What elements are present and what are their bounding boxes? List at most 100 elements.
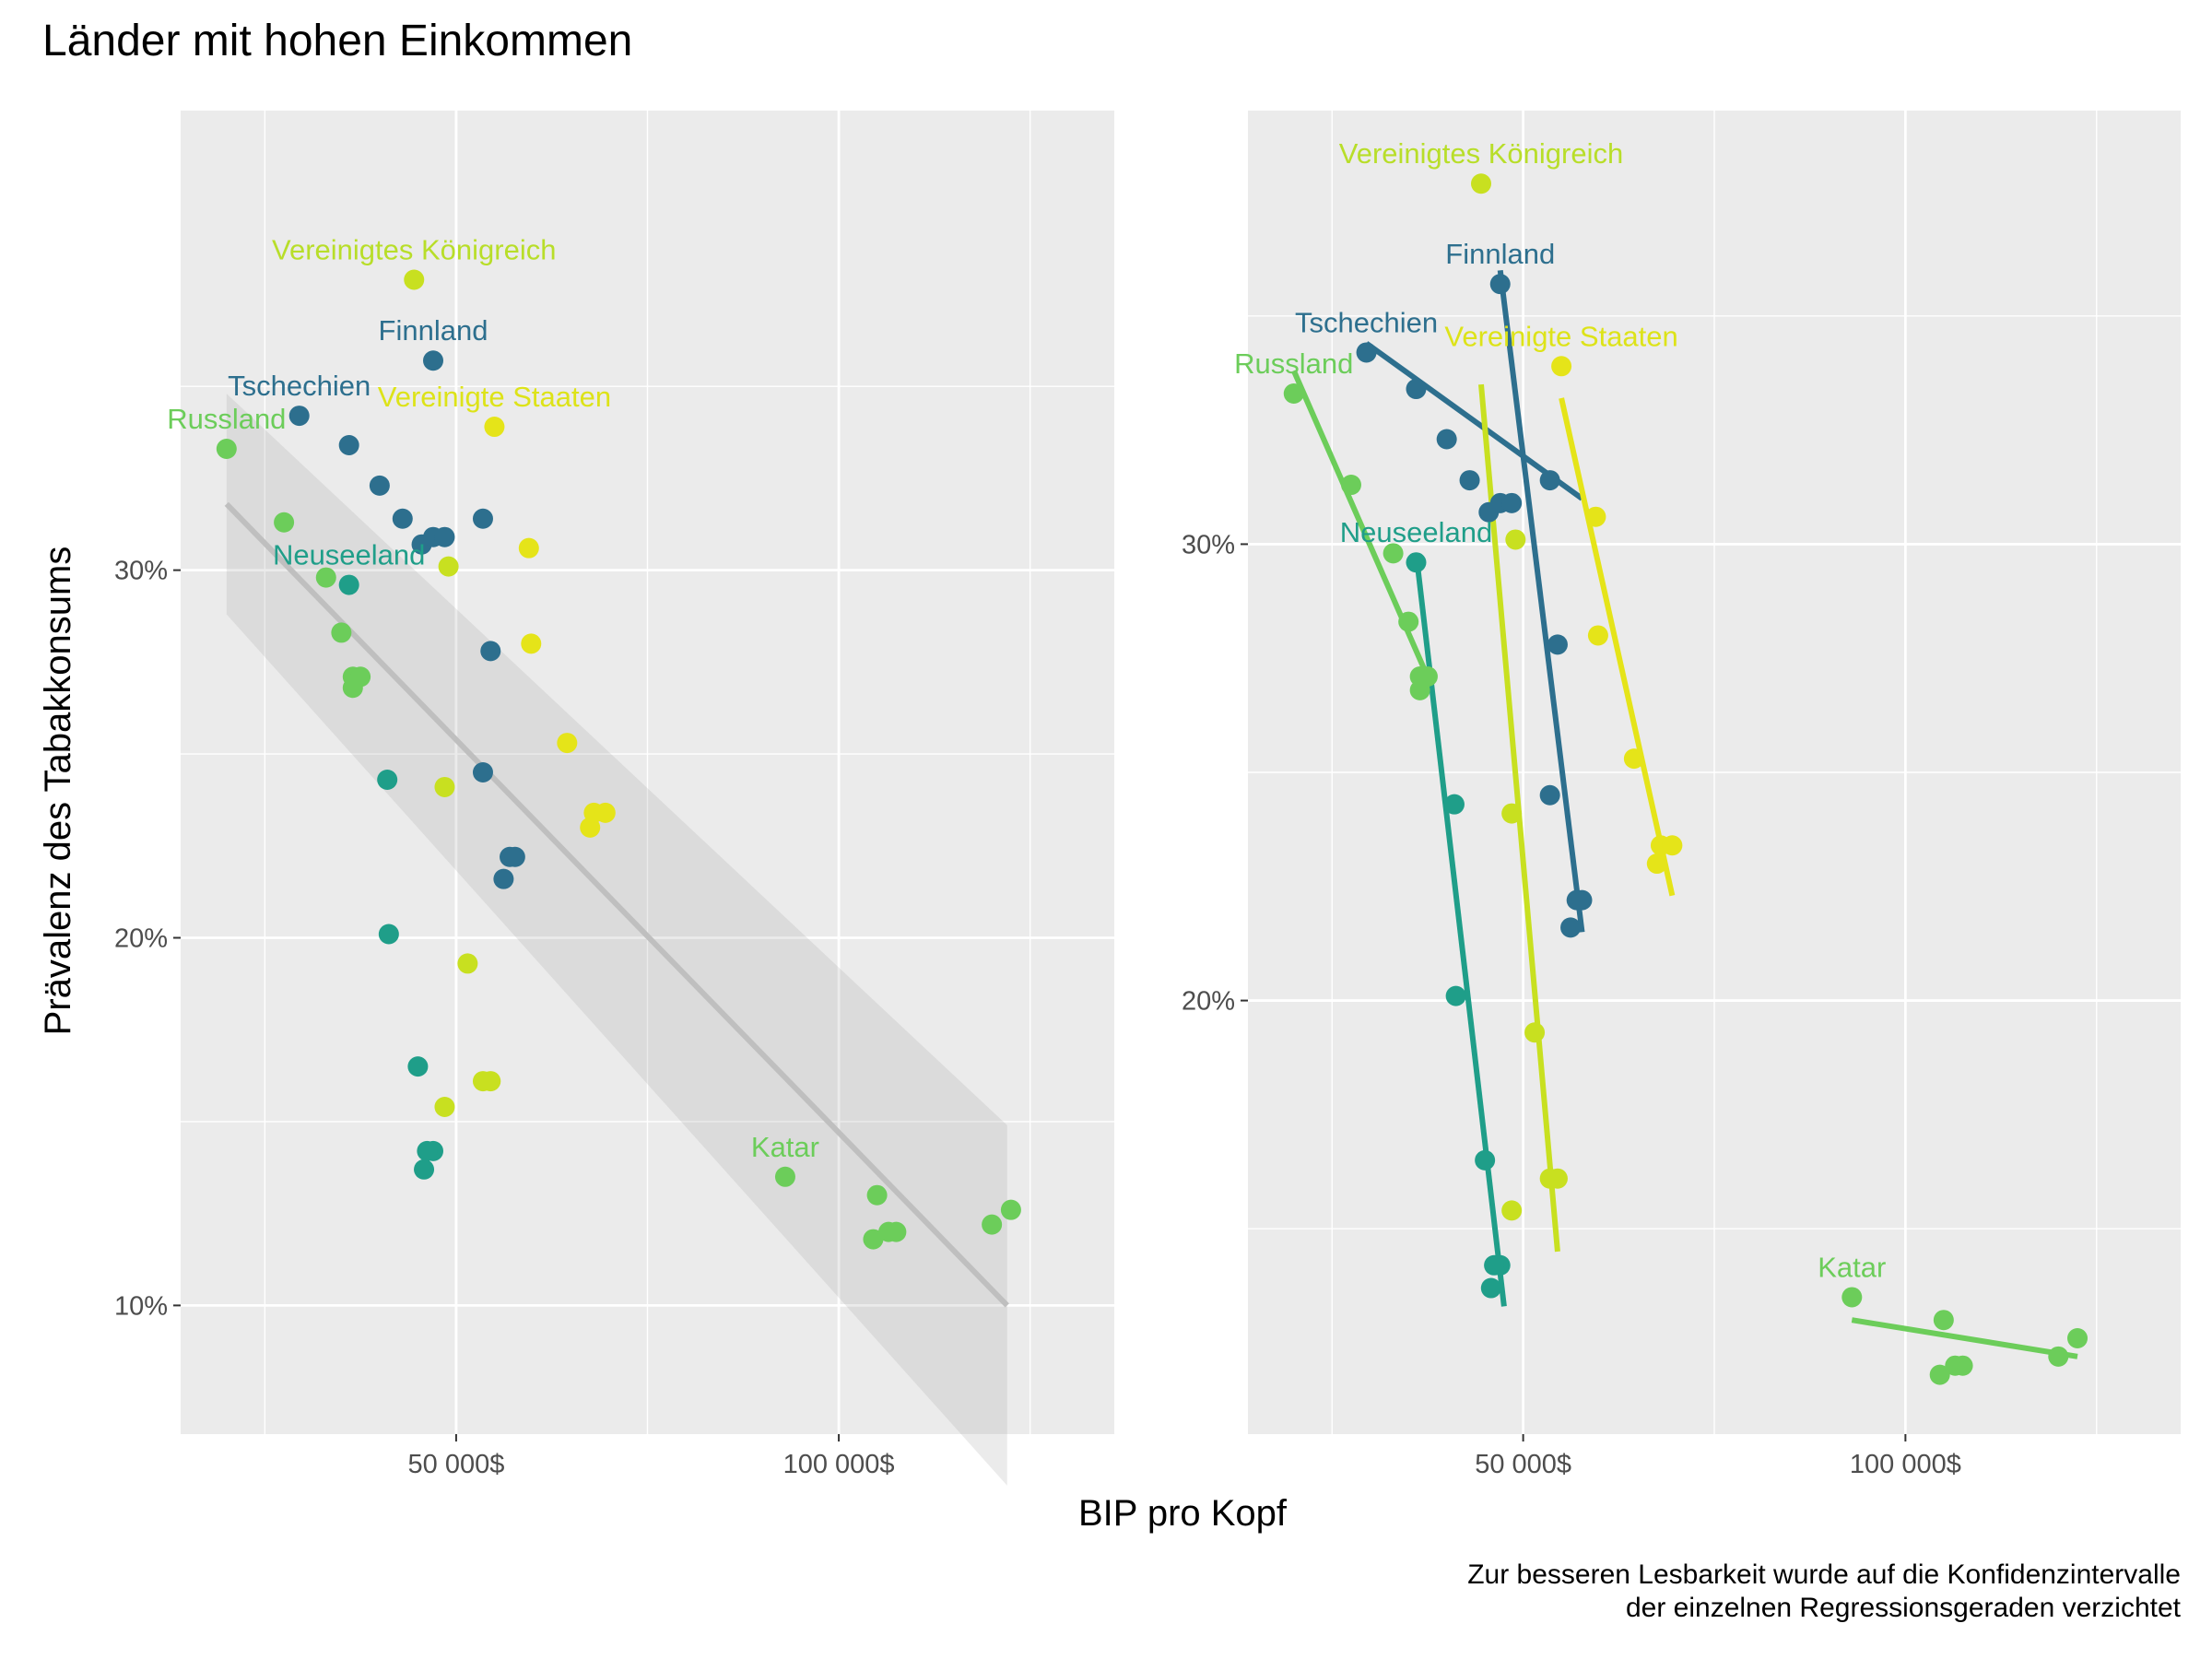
data-point (338, 574, 359, 595)
point-label: Katar (1818, 1251, 1886, 1283)
y-tick-label: 30% (1182, 530, 1235, 559)
data-point (1623, 748, 1644, 770)
data-point (342, 677, 363, 699)
point-label: Vereinigte Staaten (378, 381, 611, 413)
x-tick-label: 50 000$ (408, 1450, 505, 1479)
data-point (1409, 679, 1430, 700)
group-regression-line (1291, 370, 1434, 688)
data-point (484, 417, 505, 438)
data-point (1501, 1200, 1523, 1221)
data-point (1475, 1149, 1496, 1171)
point-label: Katar (751, 1131, 819, 1163)
point-label: Neuseeland (273, 539, 425, 571)
data-point (1398, 611, 1419, 632)
data-point (434, 1096, 455, 1117)
group-regression-line (1497, 269, 1585, 933)
data-point (1952, 1355, 1973, 1376)
y-tick-label: 20% (114, 924, 168, 954)
data-point (1560, 917, 1582, 938)
data-point (288, 406, 310, 427)
data-point (1459, 470, 1480, 491)
data-point (331, 622, 352, 643)
data-point (1929, 1364, 1950, 1385)
data-point (1539, 784, 1560, 806)
data-point (1406, 379, 1427, 400)
group-regression-line (1559, 397, 1676, 897)
point-label: Vereinigte Staaten (1444, 320, 1677, 352)
data-point (774, 1166, 795, 1187)
data-point (521, 633, 542, 654)
data-point (1471, 173, 1491, 194)
data-point (438, 556, 459, 577)
data-point (1443, 794, 1465, 815)
x-tick-label: 100 000$ (783, 1450, 895, 1479)
x-tick-label: 100 000$ (1850, 1450, 1961, 1479)
point-label: Tschechien (228, 370, 371, 402)
data-point (407, 1056, 429, 1077)
chart-title: Länder mit hohen Einkommen (42, 17, 632, 65)
data-point (1000, 1199, 1021, 1220)
data-point (423, 350, 444, 371)
data-point (369, 475, 390, 496)
data-point (472, 762, 493, 782)
data-point (1585, 506, 1606, 527)
data-point (315, 567, 336, 588)
point-label: Neuseeland (1340, 516, 1492, 548)
data-point (866, 1184, 888, 1206)
data-point (377, 769, 398, 790)
caption-line-2: der einzelnen Regressionsgeraden verzich… (1626, 1593, 2182, 1623)
data-point (1547, 634, 1568, 655)
point-label: Vereinigtes Königreich (1339, 137, 1623, 170)
data-point (2048, 1346, 2069, 1367)
point-label: Vereinigtes Königreich (272, 233, 556, 265)
confidence-band (226, 394, 1007, 1486)
y-tick-label: 10% (114, 1291, 168, 1321)
data-point (493, 868, 514, 889)
data-point (1933, 1310, 1954, 1331)
data-point (457, 953, 478, 974)
data-point (982, 1214, 1003, 1235)
data-point (404, 269, 425, 290)
data-point (1445, 985, 1466, 1006)
data-point (518, 537, 539, 559)
data-point (1646, 853, 1667, 875)
data-point (1340, 475, 1361, 496)
point-label: Finnland (379, 314, 488, 347)
data-point (1539, 470, 1560, 491)
data-point (434, 526, 455, 547)
data-point (216, 438, 237, 459)
panel-right: 50 000$ 100 000$ 20% 30% Finnland Tschechien N… (1182, 111, 2181, 1479)
data-point (557, 733, 578, 754)
data-point (1547, 1168, 1568, 1189)
data-point (480, 641, 501, 662)
data-point (1501, 803, 1523, 824)
data-point (1524, 1022, 1546, 1043)
data-point (1489, 274, 1511, 295)
caption-line-1: Zur besseren Lesbarkeit wurde auf die Ko… (1467, 1559, 2181, 1590)
data-point (1484, 1254, 1505, 1276)
point-label: Russland (1234, 347, 1353, 380)
panel-left: 50 000$ 100 000$ 10% 20% 30% FinnlandTschechi… (114, 111, 1114, 1486)
data-point (1283, 383, 1304, 405)
data-point (1662, 835, 1683, 856)
data-point (1480, 1277, 1501, 1299)
data-point (1436, 429, 1457, 450)
y-axis-title: Prävalenz des Tabakkonsums (38, 547, 78, 1036)
data-point (1356, 342, 1377, 363)
data-point (434, 776, 455, 797)
x-tick-label: 50 000$ (1475, 1450, 1571, 1479)
data-point (1501, 492, 1523, 513)
data-point (1505, 529, 1526, 550)
point-label: Finnland (1445, 238, 1555, 270)
x-axis-title: BIP pro Kopf (1078, 1493, 1288, 1534)
data-point (417, 1140, 438, 1161)
data-point (1406, 552, 1427, 573)
group-regression-line (1851, 1317, 2078, 1359)
data-point (504, 846, 525, 867)
data-point (338, 434, 359, 455)
data-point (594, 802, 616, 823)
point-label: Russland (167, 403, 286, 435)
data-point (392, 508, 413, 529)
data-point (863, 1229, 884, 1250)
data-point (414, 1159, 435, 1180)
